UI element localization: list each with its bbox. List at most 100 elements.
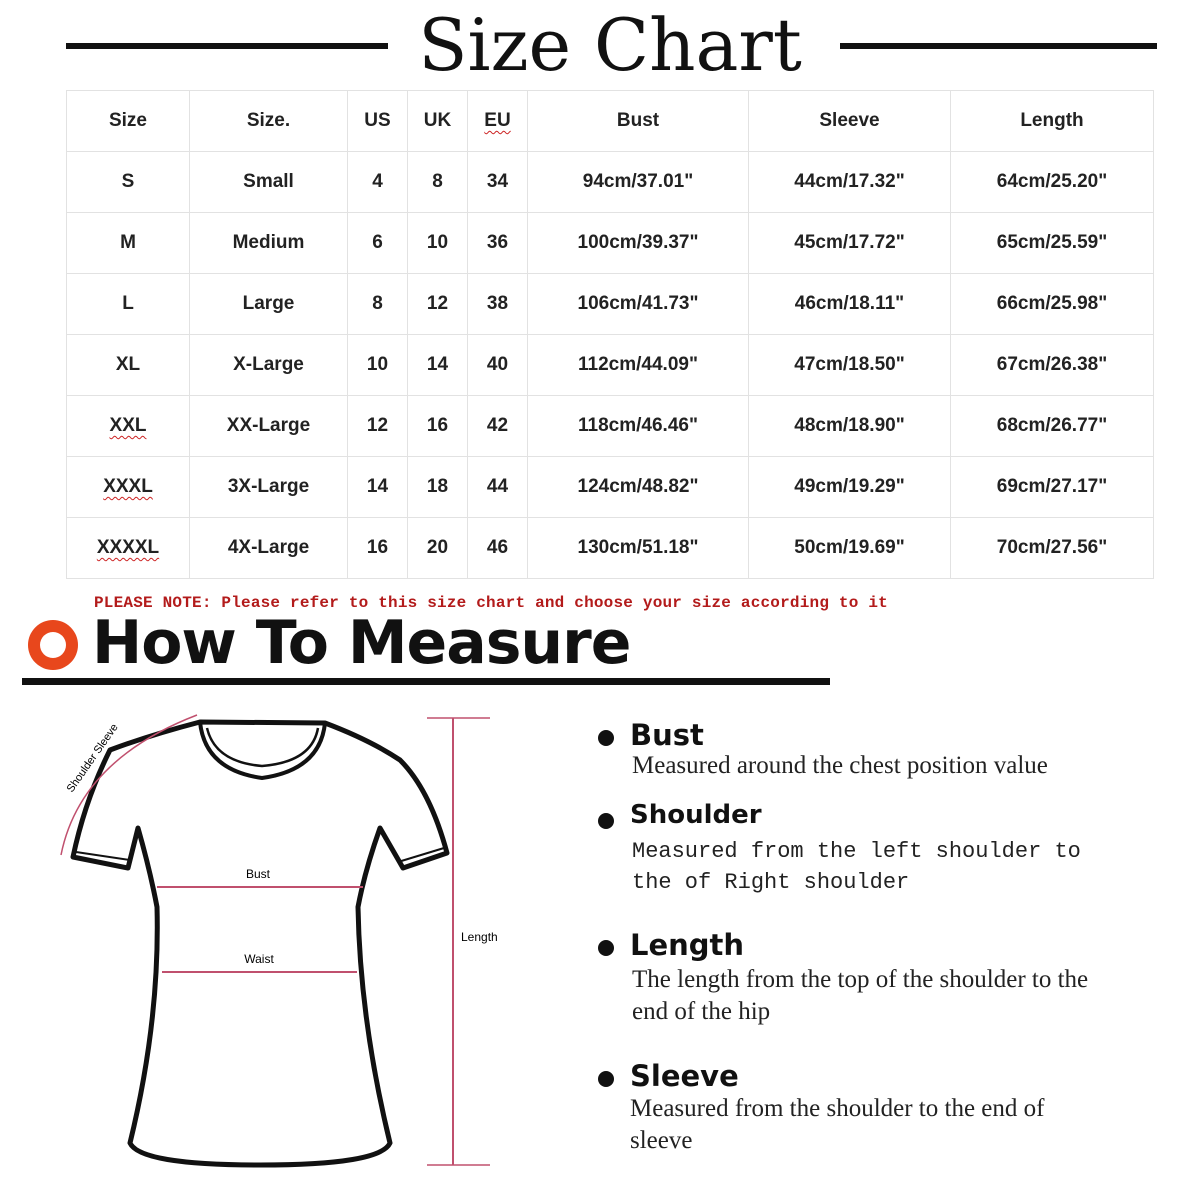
table-cell: 64cm/25.20" bbox=[950, 151, 1154, 213]
cell-text: 65cm/25.59" bbox=[996, 232, 1108, 253]
how-to-measure-rule bbox=[22, 678, 830, 685]
cell-text: 4 bbox=[372, 171, 383, 192]
table-cell: 67cm/26.38" bbox=[950, 334, 1154, 396]
measure-desc: Measured around the chest position value bbox=[632, 752, 1048, 779]
cell-text: 14 bbox=[426, 354, 449, 375]
table-cell: 130cm/51.18" bbox=[527, 517, 749, 579]
label-length: Length bbox=[461, 930, 498, 944]
measure-desc: The length from the top of the shoulder … bbox=[632, 966, 1089, 1025]
table-cell: 68cm/26.77" bbox=[950, 395, 1154, 457]
cell-text: 8 bbox=[432, 171, 443, 192]
column-header: Sleeve bbox=[748, 90, 951, 152]
cell-text: Small bbox=[243, 171, 294, 192]
table-cell: L bbox=[66, 273, 190, 335]
table-cell: 34 bbox=[467, 151, 528, 213]
shoulder-sleeve-arc bbox=[60, 714, 198, 856]
circle-ring-icon bbox=[28, 620, 78, 670]
cell-text: 36 bbox=[486, 232, 509, 253]
table-cell: XL bbox=[66, 334, 190, 396]
cell-text: 48cm/18.90" bbox=[794, 415, 905, 436]
cell-text: 12 bbox=[426, 293, 449, 314]
table-cell: 3X-Large bbox=[189, 456, 348, 518]
column-header: Size bbox=[66, 90, 190, 152]
table-row: M Medium 6 10 36 100cm/39.37" 45cm/17.72" 65cm/… bbox=[66, 212, 1154, 274]
bullet-icon bbox=[598, 1071, 614, 1087]
measure-name: Bust bbox=[630, 718, 704, 752]
cell-text: 10 bbox=[366, 354, 389, 375]
cell-text: Medium bbox=[232, 232, 305, 253]
cell-text: 12 bbox=[366, 415, 389, 436]
table-header-row: Size Size. US UK EU Bust Sleeve Length bbox=[66, 90, 1154, 152]
table-cell: 124cm/48.82" bbox=[527, 456, 749, 518]
table-cell: 36 bbox=[467, 212, 528, 274]
measure-name: Sleeve bbox=[630, 1059, 739, 1093]
table-cell: 48cm/18.90" bbox=[748, 395, 951, 457]
table-cell: 49cm/19.29" bbox=[748, 456, 951, 518]
cell-text: Large bbox=[242, 293, 295, 314]
sleeve-hem-right bbox=[397, 847, 445, 863]
table-row: XXXXL 4X-Large 16 20 46 130cm/51.18" 50cm/19.6… bbox=[66, 517, 1154, 579]
column-header: EU bbox=[467, 90, 528, 152]
cell-text: S bbox=[121, 171, 135, 192]
column-header: US bbox=[347, 90, 408, 152]
table-row: S Small 4 8 34 94cm/37.01" 44cm/17.32" 64cm/25.… bbox=[66, 151, 1154, 213]
column-header: Length bbox=[950, 90, 1154, 152]
table-cell: 8 bbox=[407, 151, 468, 213]
measure-desc: Measured from the left shoulder to the o… bbox=[632, 839, 1081, 895]
cell-text: 50cm/19.69" bbox=[794, 537, 905, 558]
bullet-icon bbox=[598, 813, 614, 829]
table-cell: 10 bbox=[407, 212, 468, 274]
page-title: Size Chart bbox=[418, 3, 802, 87]
table-cell: 46 bbox=[467, 517, 528, 579]
table-cell: 45cm/17.72" bbox=[748, 212, 951, 274]
label-waist: Waist bbox=[244, 952, 274, 966]
table-cell: 66cm/25.98" bbox=[950, 273, 1154, 335]
table-cell: 4X-Large bbox=[189, 517, 348, 579]
cell-text: 49cm/19.29" bbox=[794, 476, 905, 497]
bullet-icon bbox=[598, 730, 614, 746]
table-cell: 106cm/41.73" bbox=[527, 273, 749, 335]
table-cell: 18 bbox=[407, 456, 468, 518]
cell-text: 42 bbox=[486, 415, 509, 436]
cell-text: 14 bbox=[366, 476, 389, 497]
cell-text: 130cm/51.18" bbox=[577, 537, 699, 558]
table-cell: X-Large bbox=[189, 334, 348, 396]
cell-text: 4X-Large bbox=[227, 537, 310, 558]
label-bust: Bust bbox=[246, 867, 271, 881]
table-cell: 20 bbox=[407, 517, 468, 579]
table-cell: 112cm/44.09" bbox=[527, 334, 749, 396]
table-cell: XX-Large bbox=[189, 395, 348, 457]
cell-text: 66cm/25.98" bbox=[996, 293, 1108, 314]
table-cell: 16 bbox=[347, 517, 408, 579]
title-rule-right bbox=[840, 43, 1157, 49]
measure-name: Shoulder bbox=[630, 800, 762, 830]
column-header: Bust bbox=[527, 90, 749, 152]
table-row: XXXL 3X-Large 14 18 44 124cm/48.82" 49cm/19.29… bbox=[66, 456, 1154, 518]
cell-text: 69cm/27.17" bbox=[996, 476, 1108, 497]
table-cell: 70cm/27.56" bbox=[950, 517, 1154, 579]
cell-text: 124cm/48.82" bbox=[577, 476, 699, 497]
title-rule-left bbox=[66, 43, 388, 49]
table-cell: 12 bbox=[347, 395, 408, 457]
table-cell: XXXXL bbox=[66, 517, 190, 579]
shirt-diagram: Shoulder Sleeve Bust Waist Length bbox=[60, 714, 498, 1168]
table-cell: XXXL bbox=[66, 456, 190, 518]
cell-text: 46 bbox=[486, 537, 509, 558]
measure-name: Length bbox=[630, 928, 745, 962]
cell-text: 112cm/44.09" bbox=[578, 354, 698, 375]
cell-text: 20 bbox=[426, 537, 449, 558]
cell-text: 38 bbox=[486, 293, 509, 314]
cell-text: 44cm/17.32" bbox=[794, 171, 905, 192]
table-cell: 12 bbox=[407, 273, 468, 335]
table-cell: XXL bbox=[66, 395, 190, 457]
cell-text: XXXL bbox=[103, 476, 153, 497]
table-row: XXL XX-Large 12 16 42 118cm/46.46" 48cm/18.90"… bbox=[66, 395, 1154, 457]
cell-text: 18 bbox=[426, 476, 449, 497]
table-cell: 100cm/39.37" bbox=[527, 212, 749, 274]
table-cell: 10 bbox=[347, 334, 408, 396]
cell-text: 46cm/18.11" bbox=[794, 293, 905, 314]
cell-text: XXL bbox=[109, 415, 147, 436]
cell-text: 40 bbox=[486, 354, 509, 375]
cell-text: 106cm/41.73" bbox=[577, 293, 699, 314]
table-cell: 44 bbox=[467, 456, 528, 518]
